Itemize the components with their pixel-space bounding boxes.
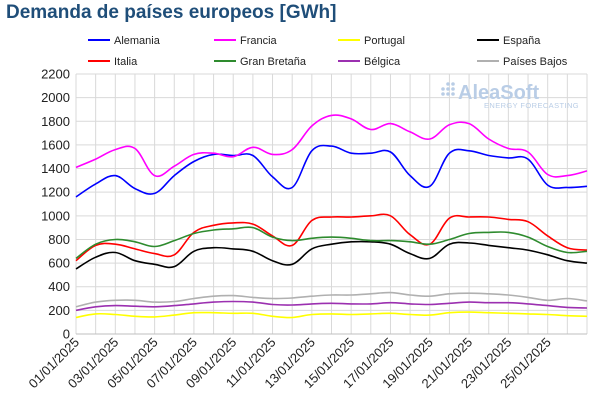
series-line-gran-bretana — [75, 226, 588, 260]
y-tick-label: 800 — [48, 232, 70, 247]
watermark: AleaSoft ENERGY FORECASTING — [441, 82, 579, 110]
axes: 01/01/202503/01/202505/01/202507/01/2025… — [25, 333, 587, 391]
legend-label-gran-bretana: Gran Bretaña — [240, 56, 307, 68]
y-tick-label: 200 — [48, 303, 70, 318]
legend-label-francia: Francia — [240, 35, 278, 47]
y-tick-label: 1600 — [41, 137, 70, 152]
series-line-portugal — [75, 311, 588, 319]
series-line-paises-bajos — [75, 291, 588, 308]
y-tick-label: 400 — [48, 279, 70, 294]
legend-label-espana: España — [503, 35, 541, 47]
y-tick-label: 1400 — [41, 161, 70, 176]
legend-label-belgica: Bélgica — [364, 56, 401, 68]
gridlines: 0 200 400 600 800 1000 1200 1400 1600 1800 2000 220… — [41, 67, 588, 342]
series-line-espana — [75, 240, 588, 270]
legend-label-italia: Italia — [114, 56, 138, 68]
y-tick-label: 0 — [63, 327, 70, 342]
y-tick-label: 2200 — [41, 67, 70, 82]
series-lines — [75, 114, 588, 319]
watermark-tagline: ENERGY FORECASTING — [484, 101, 579, 110]
series-line-italia — [75, 213, 588, 262]
y-tick-label: 600 — [48, 256, 70, 271]
legend: Alemania Francia Portugal España Italia Gran … — [88, 35, 568, 68]
y-tick-label: 1000 — [41, 208, 70, 223]
legend-label-portugal: Portugal — [364, 35, 405, 47]
y-tick-label: 1200 — [41, 185, 70, 200]
legend-label-alemania: Alemania — [114, 35, 161, 47]
y-tick-label: 1800 — [41, 114, 70, 129]
series-line-belgica — [75, 300, 588, 312]
watermark-brand: AleaSoft — [458, 82, 539, 104]
series-line-alemania — [75, 144, 588, 198]
legend-label-paises-bajos: Países Bajos — [503, 56, 568, 68]
chart-title: Demanda de países europeos [GWh] — [6, 2, 337, 23]
series-line-francia — [75, 114, 588, 178]
aleasoft-logo-icon — [441, 82, 455, 96]
y-tick-label: 2000 — [41, 90, 70, 105]
